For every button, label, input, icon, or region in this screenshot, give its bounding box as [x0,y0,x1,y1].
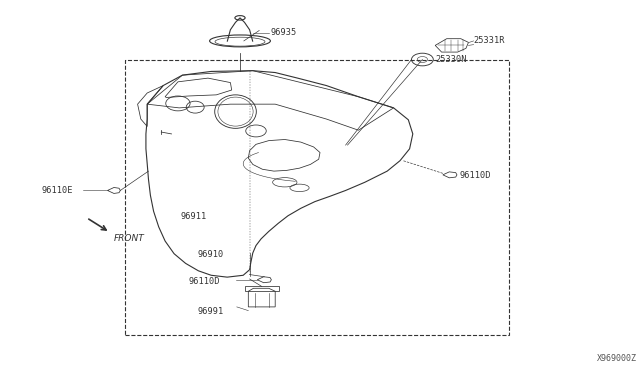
Text: 25330N: 25330N [435,55,467,64]
Text: 96911: 96911 [180,212,207,221]
Text: 96110D: 96110D [460,171,491,180]
Text: 96110E: 96110E [42,186,73,195]
Text: 96935: 96935 [270,28,296,37]
Bar [125,60,509,335]
Text: FRONT: FRONT [114,234,145,243]
Text: X969000Z: X969000Z [596,354,637,363]
Text: 96110D: 96110D [189,277,220,286]
Text: 25331R: 25331R [474,36,505,45]
Text: 96910: 96910 [197,250,223,259]
Text: 96991: 96991 [197,307,223,316]
